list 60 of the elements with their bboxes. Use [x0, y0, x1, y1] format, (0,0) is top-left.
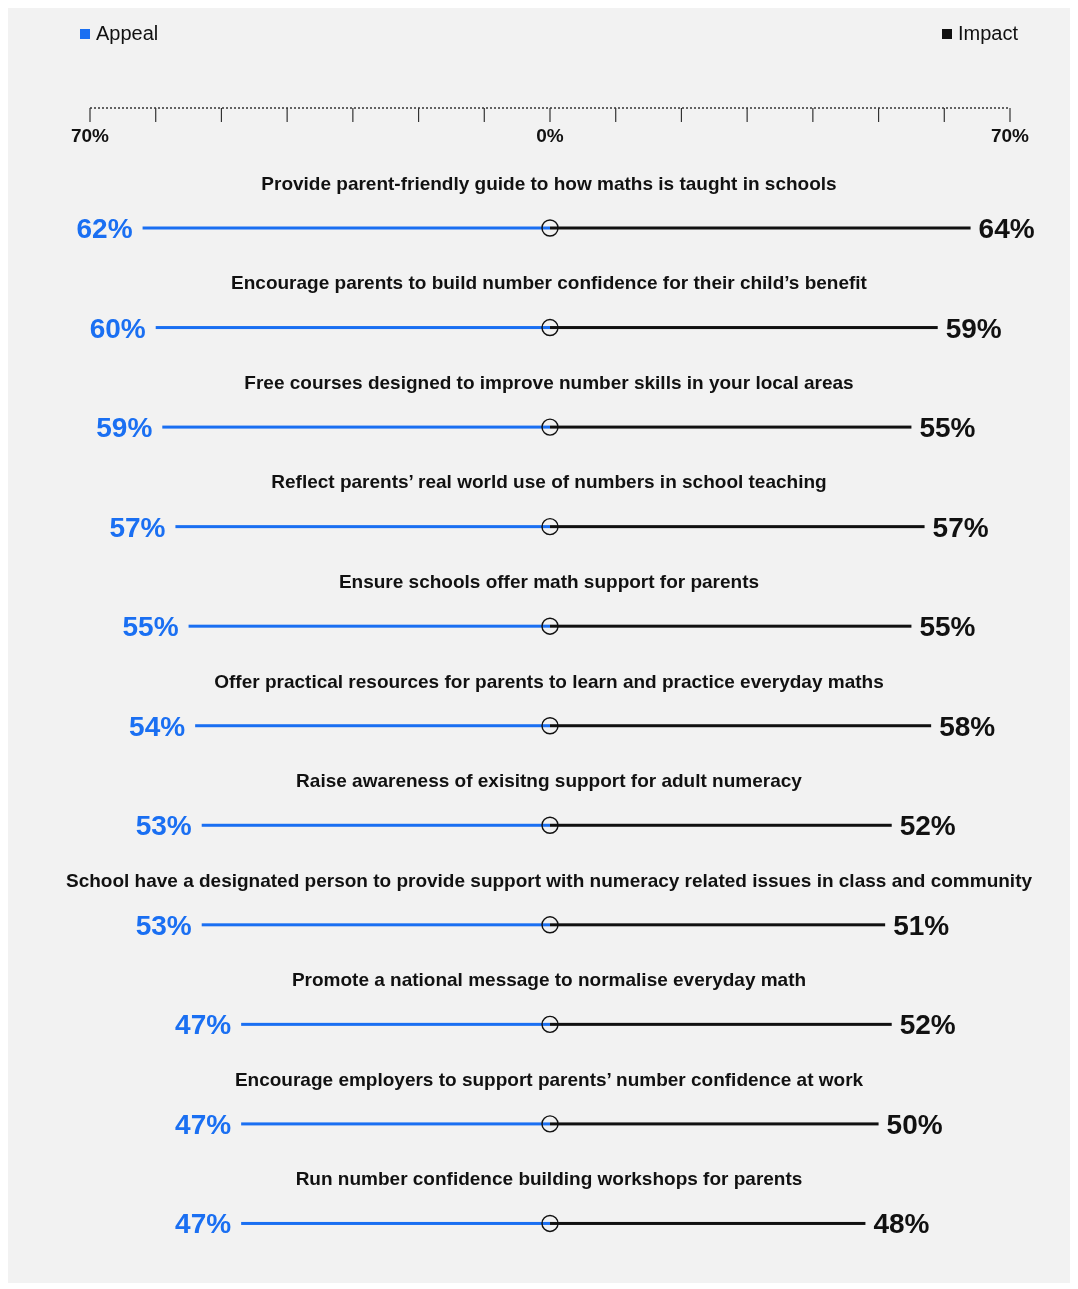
data-label: 52%: [899, 1009, 956, 1041]
data-label: 57%: [932, 511, 989, 543]
y-tick-label: Free courses designed to improve number skills in your local areas: [244, 371, 854, 393]
data-label: 54%: [129, 710, 186, 742]
x-tick-label: 70%: [990, 125, 1030, 146]
bar: [201, 823, 550, 827]
data-label: 53%: [135, 909, 192, 941]
bar: [550, 226, 971, 230]
data-label: 47%: [175, 1009, 232, 1041]
bar: [241, 1022, 550, 1026]
bar: [550, 525, 925, 529]
data-label: 47%: [175, 1108, 232, 1140]
legend-label: Appeal: [95, 22, 159, 45]
bar: [550, 823, 892, 827]
bar: [188, 624, 550, 628]
data-label: 51%: [893, 909, 950, 941]
data-label: 57%: [109, 511, 166, 543]
y-tick-label: School have a designated person to provide support with numeracy related issues in class and community: [65, 869, 1033, 891]
y-tick-label: Raise awareness of exisitng support for adult numeracy: [296, 770, 803, 792]
bar: [241, 1122, 550, 1126]
bar: [175, 525, 550, 529]
data-label: 59%: [96, 412, 153, 444]
bar: [201, 923, 550, 927]
data-label: 64%: [978, 213, 1035, 244]
data-label: 55%: [122, 611, 179, 643]
data-label: 60%: [89, 312, 146, 344]
bar: [550, 624, 912, 628]
bar: [550, 724, 932, 728]
bar: [155, 326, 550, 330]
y-tick-label: Encourage employers to support parents’ number confidence at work: [234, 1068, 864, 1090]
bar: [550, 1221, 866, 1225]
legend-label: Impact: [956, 22, 1018, 45]
x-tick-label: 70%: [70, 125, 110, 146]
y-tick-label: Ensure schools offer math support for parents: [338, 570, 760, 592]
bar: [142, 226, 550, 230]
data-label: 59%: [945, 312, 1002, 344]
y-tick-label: Reflect parents’ real world use of numbers in school teaching: [271, 471, 827, 493]
data-label: 55%: [919, 611, 976, 643]
data-label: 55%: [919, 412, 976, 444]
y-tick-label: Run number confidence building workshops for parents: [295, 1168, 803, 1190]
y-tick-label: Promote a national message to normalise everyday math: [291, 969, 807, 991]
bar: [241, 1221, 550, 1225]
data-label: 47%: [175, 1208, 232, 1240]
data-label: 58%: [939, 710, 996, 742]
data-label: 50%: [886, 1108, 943, 1140]
data-label: 52%: [899, 810, 956, 842]
data-label: 62%: [76, 213, 133, 244]
bar: [550, 1122, 879, 1126]
bar: [162, 425, 550, 429]
data-label: 53%: [135, 810, 192, 842]
y-tick-label: Provide parent-friendly guide to how maths is taught in schools: [261, 172, 837, 194]
bar: [550, 425, 912, 429]
bar: [550, 1022, 892, 1026]
y-tick-label: Offer practical resources for parents to learn and practice everyday maths: [214, 670, 884, 692]
x-tick-label: 0%: [536, 125, 564, 146]
y-tick-label: Encourage parents to build number confidence for their child’s benefit: [231, 272, 868, 294]
data-label: 48%: [873, 1208, 930, 1240]
bar: [550, 326, 938, 330]
bar: [550, 923, 886, 927]
bar: [195, 724, 550, 728]
